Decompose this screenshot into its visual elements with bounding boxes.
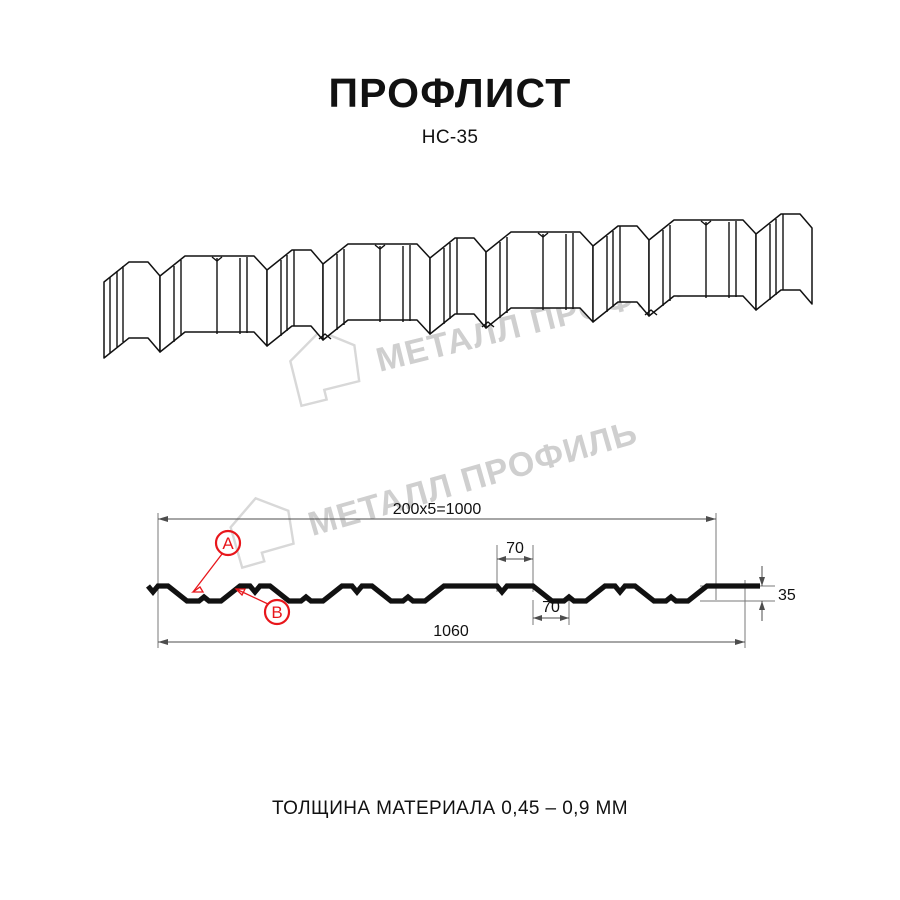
profile-cross-section: 200x5=1000 70 70 35 1 — [146, 501, 796, 648]
material-thickness-note: ТОЛЩИНА МАТЕРИАЛА 0,45 – 0,9 ММ — [272, 798, 628, 819]
dimension-crest-label: 70 — [506, 540, 524, 557]
callout-a-label: A — [222, 534, 234, 553]
dimension-height: 35 — [759, 566, 796, 621]
dimension-crest-width: 70 — [497, 540, 533, 562]
callout-a: A — [190, 529, 242, 593]
dimension-total-width: 1060 — [158, 623, 745, 645]
dimension-total-width-label: 1060 — [433, 623, 469, 640]
profiled-sheet-3d — [103, 213, 813, 359]
callout-b: B — [234, 588, 291, 626]
dimension-pitch: 200x5=1000 — [158, 501, 716, 522]
callout-b-label: B — [271, 603, 282, 622]
watermark-text: МЕТАЛЛ ПРОФИЛЬ — [304, 413, 642, 543]
dimension-height-label: 35 — [778, 587, 796, 604]
watermark-lower: МЕТАЛЛ ПРОФИЛЬ — [229, 413, 642, 570]
profile-outline — [146, 583, 760, 604]
dimension-pitch-label: 200x5=1000 — [393, 501, 482, 518]
house-icon — [229, 496, 295, 570]
